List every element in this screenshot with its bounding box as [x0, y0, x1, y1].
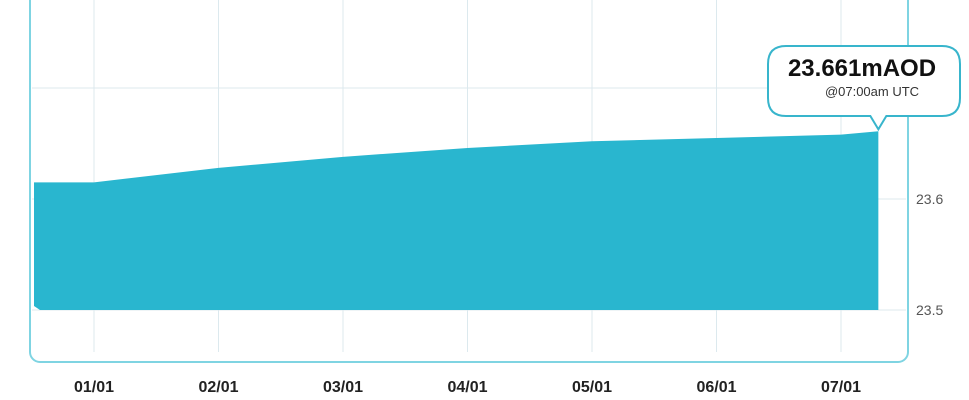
x-tick-label: 06/01: [696, 379, 736, 396]
x-tick-label: 02/01: [198, 379, 238, 396]
y-tick-label: 23.5: [916, 302, 943, 318]
x-axis-ticks: 01/01 02/01 03/01 04/01 05/01 06/01 07/01: [74, 379, 861, 396]
value-tooltip: 23.661mAOD @07:00am UTC: [767, 45, 961, 132]
x-tick-label: 07/01: [821, 379, 861, 396]
y-tick-label: 23.6: [916, 191, 943, 207]
tooltip-value: 23.661mAOD: [788, 55, 936, 82]
tooltip-box: [767, 45, 961, 132]
plot-frame: [29, 0, 909, 363]
tooltip-time: @07:00am UTC: [825, 84, 919, 99]
x-tick-label: 03/01: [323, 379, 363, 396]
x-tick-label: 05/01: [572, 379, 612, 396]
level-area: [34, 131, 879, 310]
x-tick-label: 04/01: [447, 379, 487, 396]
x-tick-label: 01/01: [74, 379, 114, 396]
